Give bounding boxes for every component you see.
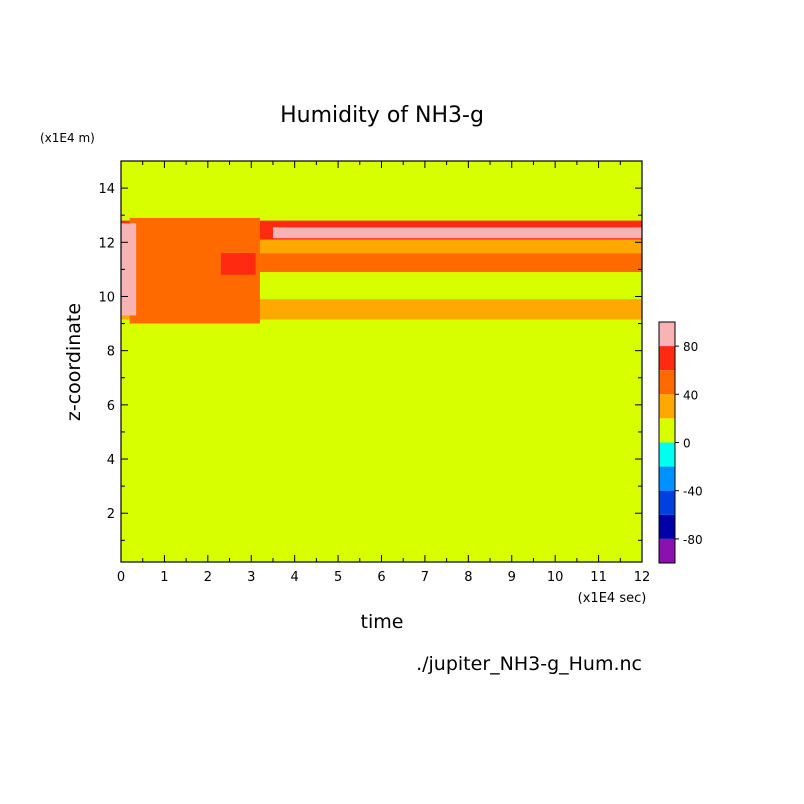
- colorbar-tick-label: -40: [683, 485, 703, 499]
- y-tick-label: 12: [98, 236, 115, 251]
- x-unit-label: (x1E4 sec): [578, 591, 647, 606]
- x-tick-label: 7: [421, 570, 429, 585]
- y-tick-label: 2: [107, 507, 115, 522]
- x-tick-label: 2: [204, 570, 212, 585]
- colorbar-swatch: [659, 514, 675, 539]
- colorbar-swatch: [659, 466, 675, 491]
- x-tick-label: 4: [291, 570, 299, 585]
- heatmap-region: [272, 227, 642, 239]
- chart-title: Humidity of NH3-g: [280, 103, 484, 128]
- x-axis: 0 1 2 3 4 5 6 7 8 9 10 11 12: [117, 161, 650, 585]
- colorbar-swatch: [659, 538, 675, 563]
- x-tick-label: 8: [464, 570, 472, 585]
- y-tick-label: 4: [107, 453, 115, 468]
- y-axis: 2 4 6 8 10 12 14: [98, 182, 642, 541]
- y-axis-label: z-coordinate: [63, 303, 85, 421]
- colorbar-tick-label: -80: [683, 533, 703, 547]
- plot-area: [120, 160, 643, 563]
- colorbar-swatch: [659, 394, 675, 419]
- x-tick-label: 3: [247, 570, 255, 585]
- x-tick-label: 5: [334, 570, 342, 585]
- colorbar-tick-label: 40: [683, 388, 698, 402]
- y-tick-label: 6: [107, 399, 115, 414]
- x-tick-label: 1: [160, 570, 168, 585]
- y-tick-label: 8: [107, 345, 115, 360]
- heatmap-region: [121, 223, 137, 316]
- colorbar-swatch: [659, 346, 675, 371]
- colorbar-swatch: [659, 490, 675, 515]
- x-tick-label: 9: [508, 570, 516, 585]
- x-tick-label: 12: [634, 570, 651, 585]
- x-tick-label: 0: [117, 570, 125, 585]
- y-tick-label: 10: [98, 290, 115, 305]
- y-unit-label: (x1E4 m): [40, 131, 95, 145]
- colorbar: 80 40 0 -40 -80: [658, 321, 703, 564]
- heatmap-region: [220, 253, 256, 275]
- x-tick-label: 6: [377, 570, 385, 585]
- x-tick-label: 11: [590, 570, 607, 585]
- x-axis-label: time: [361, 611, 404, 633]
- colorbar-swatch: [659, 442, 675, 467]
- x-tick-label: 10: [547, 570, 564, 585]
- colorbar-tick-label: 80: [683, 340, 698, 354]
- colorbar-swatch: [659, 370, 675, 395]
- colorbar-tick-label: 0: [683, 437, 691, 451]
- colorbar-swatch: [659, 418, 675, 443]
- y-tick-label: 14: [98, 182, 115, 197]
- colorbar-swatch: [659, 322, 675, 347]
- source-file-label: ./jupiter_NH3-g_Hum.nc: [416, 653, 642, 675]
